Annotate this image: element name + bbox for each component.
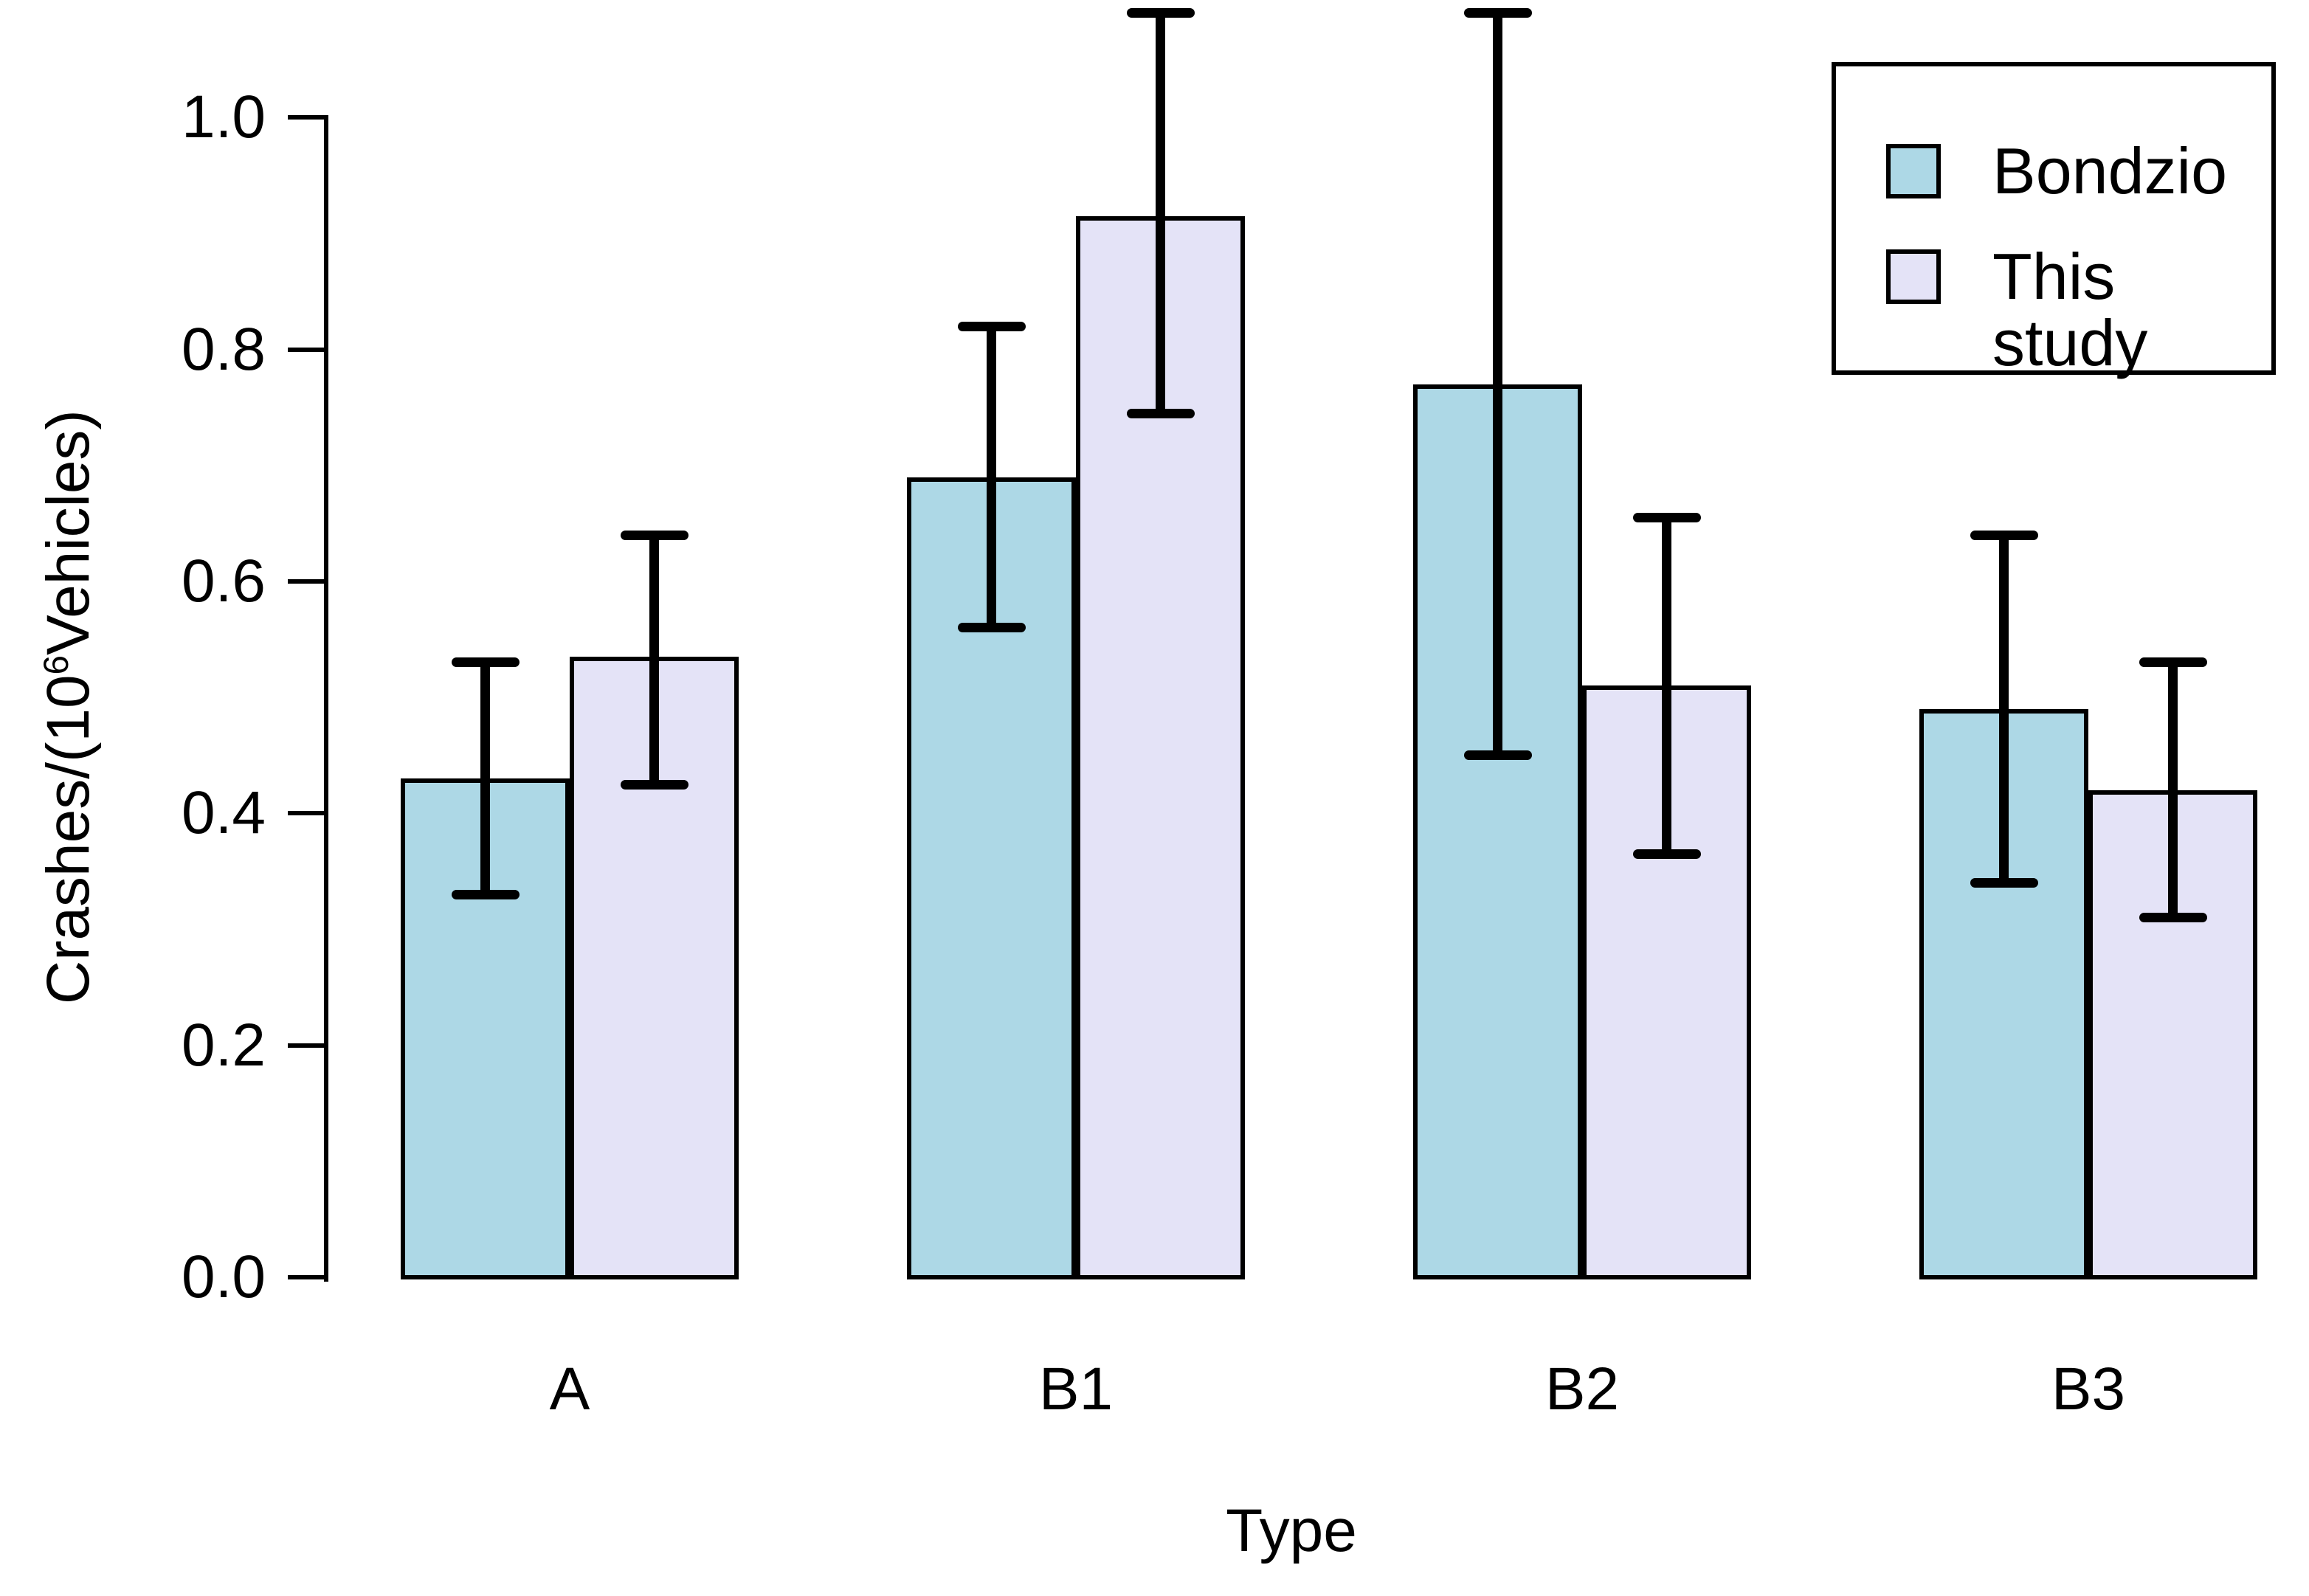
y-tick-mark <box>288 1043 326 1048</box>
y-tick-label: 0.6 <box>182 547 266 615</box>
y-axis-title-prefix: Crashes/(10 <box>35 674 103 1005</box>
error-bar-stem-this-study-b3 <box>2168 662 2178 918</box>
error-bar-cap-bottom-this-study-b1 <box>1126 408 1195 418</box>
error-bar-stem-bondzio-b1 <box>987 326 996 628</box>
legend-swatch-this-study <box>1886 249 1941 304</box>
error-bar-cap-top-this-study-a <box>620 530 688 540</box>
y-tick-label: 0.2 <box>182 1011 266 1079</box>
error-bar-cap-top-this-study-b1 <box>1126 8 1195 18</box>
error-bar-stem-bondzio-b2 <box>1493 13 1502 756</box>
x-category-label-a: A <box>549 1355 590 1423</box>
error-bar-cap-bottom-this-study-a <box>620 779 688 790</box>
y-axis-title-suffix: Vehicles) <box>35 410 103 655</box>
legend-swatch-bondzio <box>1886 144 1941 198</box>
error-bar-cap-bottom-bondzio-b2 <box>1463 750 1532 761</box>
legend-label-this-study: This study <box>1992 240 2148 379</box>
error-bar-stem-bondzio-a <box>480 662 490 895</box>
x-axis-title: Type <box>1226 1497 1357 1564</box>
legend: Bondzio This study <box>1832 62 2276 376</box>
error-bar-cap-top-bondzio-a <box>451 657 520 668</box>
error-bar-cap-top-this-study-b3 <box>2139 657 2207 668</box>
error-bar-cap-top-bondzio-b1 <box>957 321 1026 331</box>
y-tick-mark <box>288 578 326 584</box>
x-category-label-b3: B3 <box>2051 1355 2126 1423</box>
y-tick-label: 1.0 <box>182 83 266 151</box>
y-tick-mark <box>288 115 326 120</box>
y-axis-title-superscript: 6 <box>36 654 76 675</box>
error-bar-cap-top-bondzio-b3 <box>1970 530 2038 540</box>
x-category-label-b2: B2 <box>1544 1355 1620 1423</box>
error-bar-cap-bottom-this-study-b2 <box>1632 849 1701 859</box>
error-bar-stem-bondzio-b3 <box>1999 535 2009 883</box>
error-bar-cap-bottom-bondzio-b3 <box>1970 878 2038 888</box>
error-bar-cap-bottom-this-study-b3 <box>2139 913 2207 923</box>
error-bar-stem-this-study-b2 <box>1662 517 1671 854</box>
bar-bondzio-b3 <box>1919 708 2088 1279</box>
legend-item-this-study: This study <box>1836 243 2271 376</box>
y-tick-label: 0.8 <box>182 315 266 383</box>
legend-item-bondzio: Bondzio <box>1836 138 2271 204</box>
error-bar-cap-bottom-bondzio-b1 <box>957 623 1026 633</box>
y-tick-label: 0.4 <box>182 779 266 847</box>
legend-label-bondzio: Bondzio <box>1992 134 2228 207</box>
x-category-label-b1: B1 <box>1038 1355 1114 1423</box>
error-bar-stem-this-study-a <box>649 535 659 785</box>
error-bar-cap-top-this-study-b2 <box>1632 513 1701 523</box>
y-tick-mark <box>288 1275 326 1279</box>
y-axis-line <box>324 115 328 1282</box>
error-bar-stem-this-study-b1 <box>1156 13 1165 414</box>
y-axis-title: Crashes/(106Vehicles) <box>24 190 102 1223</box>
error-bar-cap-top-bondzio-b2 <box>1463 8 1532 18</box>
y-tick-label: 0.0 <box>182 1243 266 1310</box>
y-tick-mark <box>288 811 326 816</box>
bar-this-study-a <box>570 657 739 1279</box>
y-tick-mark <box>288 347 326 352</box>
error-bar-cap-bottom-bondzio-a <box>451 889 520 899</box>
